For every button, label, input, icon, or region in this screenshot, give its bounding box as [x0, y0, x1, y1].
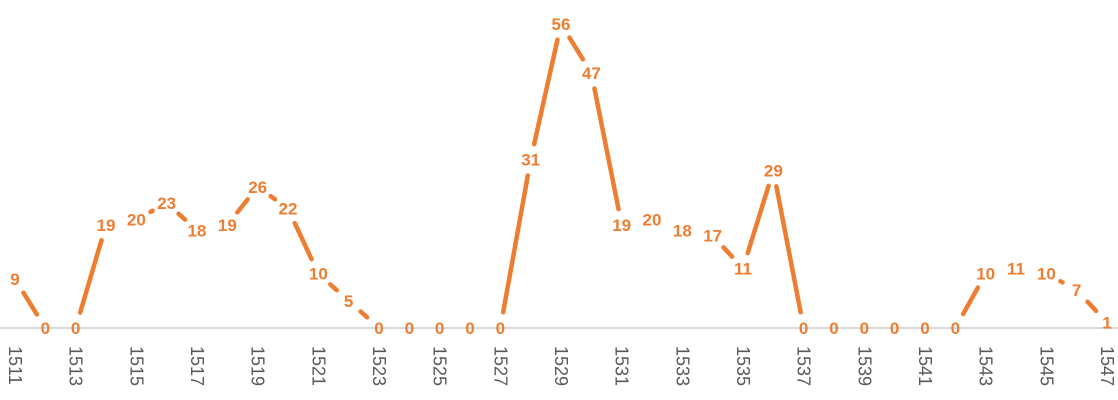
- x-tick-label: 1539: [854, 346, 874, 386]
- x-tick-label: 1525: [430, 346, 450, 386]
- data-label: 29: [764, 162, 783, 181]
- data-label: 22: [279, 200, 298, 219]
- series-line-segment: [235, 197, 250, 215]
- series-line-segment: [292, 220, 314, 262]
- x-tick-label: 1547: [1097, 346, 1117, 386]
- data-label: 17: [703, 227, 722, 246]
- x-tick-label: 1523: [369, 346, 389, 386]
- data-label: 20: [127, 210, 146, 229]
- data-label: 0: [496, 319, 505, 338]
- data-label: 47: [582, 64, 601, 83]
- x-tick-label: 1515: [126, 346, 146, 386]
- data-label: 0: [374, 319, 383, 338]
- data-label: 23: [157, 194, 176, 213]
- data-label: 19: [612, 216, 631, 235]
- x-tick-label: 1543: [976, 346, 996, 386]
- data-label: 19: [218, 216, 237, 235]
- data-label: 26: [248, 178, 267, 197]
- series-line-segment: [358, 309, 370, 320]
- x-tick-label: 1533: [672, 346, 692, 386]
- data-label: 18: [673, 221, 692, 240]
- series-line-segment: [77, 237, 104, 315]
- x-tick-label: 1517: [187, 346, 207, 386]
- x-tick-label: 1545: [1036, 346, 1056, 386]
- series-line-segment: [774, 184, 803, 315]
- x-tick-label: 1519: [248, 346, 268, 386]
- x-tick-label: 1537: [794, 346, 814, 386]
- series-line-segment: [592, 86, 621, 212]
- data-label: 11: [1007, 259, 1025, 278]
- x-tick-label: 1529: [551, 346, 571, 386]
- x-tick-label: 1527: [490, 346, 510, 386]
- data-label: 0: [405, 319, 414, 338]
- data-label: 10: [1037, 265, 1056, 284]
- series-line-segment: [148, 208, 155, 215]
- data-label: 19: [97, 216, 116, 235]
- series-line-segment: [721, 245, 735, 259]
- data-label: 5: [344, 292, 353, 311]
- data-label: 56: [552, 15, 571, 34]
- data-label: 11: [734, 259, 752, 278]
- series-line-segment: [328, 282, 339, 293]
- series-line-segment: [745, 183, 771, 256]
- data-label: 0: [920, 319, 929, 338]
- series-line-segment: [567, 35, 586, 62]
- x-tick-label: 1541: [915, 346, 935, 386]
- x-tick-label: 1521: [308, 346, 328, 386]
- data-label: 31: [521, 151, 540, 170]
- series-line-segment: [500, 173, 531, 315]
- data-label: 0: [41, 319, 50, 338]
- data-label: 1: [1102, 314, 1111, 333]
- x-tick-label: 1535: [733, 346, 753, 386]
- series-line-segment: [21, 290, 40, 317]
- data-label: 18: [188, 221, 207, 240]
- x-tick-label: 1513: [66, 346, 86, 386]
- data-label: 10: [976, 265, 995, 284]
- data-label: 0: [465, 319, 474, 338]
- data-label: 20: [643, 210, 662, 229]
- series-line-segment: [268, 193, 278, 202]
- series-line-segment: [531, 37, 560, 147]
- data-label: 0: [860, 319, 869, 338]
- data-label: 0: [799, 319, 808, 338]
- series-line-segment: [1085, 299, 1099, 314]
- data-label: 0: [890, 319, 899, 338]
- series-line-segment: [960, 285, 981, 317]
- data-label: 0: [435, 319, 444, 338]
- series-line-segment: [176, 211, 188, 222]
- data-label: 10: [309, 265, 328, 284]
- data-label: 0: [71, 319, 80, 338]
- data-label: 0: [951, 319, 960, 338]
- x-tick-label: 1511: [5, 346, 25, 385]
- data-label: 0: [829, 319, 838, 338]
- series-line-segment: [1058, 279, 1065, 285]
- data-label: 9: [10, 270, 19, 289]
- x-tick-label: 1531: [612, 346, 632, 386]
- data-label: 7: [1072, 281, 1081, 300]
